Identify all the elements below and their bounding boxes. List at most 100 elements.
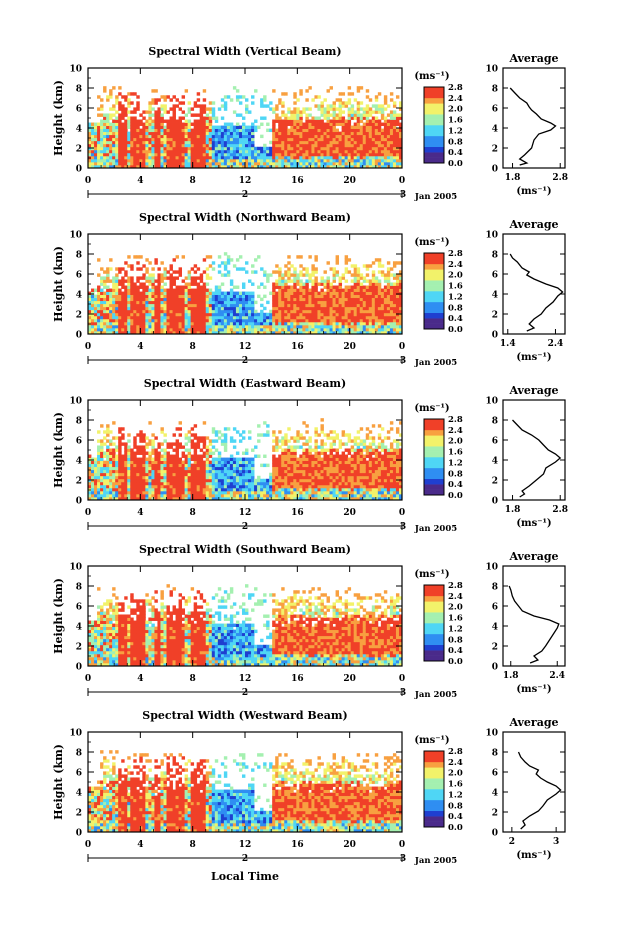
heatmap-cell [217,161,222,166]
heatmap-cell [163,282,167,286]
average-y-tick-label: 6 [492,271,498,281]
date-tick-label: 3 [400,190,406,200]
heatmap-cell [347,143,352,148]
heatmap-cell [187,110,192,114]
heatmap-cell [169,288,173,292]
heatmap-cell [320,137,324,142]
heatmap-cell [190,469,195,474]
heatmap-cell [395,315,400,320]
heatmap-cell [190,487,195,492]
heatmap-cell [238,161,243,166]
heatmap-cell [97,297,101,302]
heatmap-cell [356,101,361,105]
heatmap-cell [157,309,161,314]
colorbar-segment [424,152,444,158]
heatmap-cell [257,152,261,157]
colorbar-segment [424,312,444,319]
heatmap-cell [383,288,388,292]
heatmap-cell [175,152,179,157]
heatmap-cell [311,273,315,277]
heatmap-cell [389,155,394,160]
heatmap-cell [91,300,95,305]
heatmap-cell [241,318,246,323]
heatmap-cell [323,134,327,139]
heatmap-cell [353,300,358,305]
heatmap-cell [386,143,391,148]
heatmap-cell [166,146,170,151]
heatmap-cell [169,478,173,483]
heatmap-cell [115,445,119,449]
heatmap-cell [106,493,110,498]
heatmap-cell [148,466,152,471]
heatmap-cell [154,279,158,283]
heatmap-cell [121,116,125,120]
heatmap-cell [245,300,249,305]
heatmap-cell [359,158,364,163]
heatmap-cell [112,134,116,139]
heatmap-cell [332,267,336,271]
heatmap-cell [199,164,204,168]
heatmap-cell [175,161,179,166]
heatmap-cell [118,131,122,136]
heatmap-cell [205,327,210,332]
heatmap-cell [314,306,318,311]
heatmap-cell [109,315,113,320]
heatmap-cell [196,276,201,280]
heatmap-cell [392,330,397,334]
heatmap-cell [175,487,179,492]
heatmap-cell [169,158,173,163]
colorbar-tick-label: 1.6 [448,282,463,292]
heatmap-cell [329,312,333,317]
heatmap-cell [260,161,264,166]
heatmap-cell [281,104,285,108]
heatmap-cell [133,436,137,440]
heatmap-cell [311,164,315,168]
heatmap-cell [193,321,198,326]
heatmap-cell [257,327,261,332]
heatmap-cell [350,164,355,168]
heatmap-cell [350,297,355,302]
heatmap-cell [121,125,125,130]
colorbar-segment [424,97,444,104]
heatmap-cell [178,457,182,462]
heatmap-cell [245,164,249,168]
heatmap-cell [160,484,164,489]
heatmap-cell [380,161,385,166]
heatmap-cell [299,113,303,117]
heatmap-cell [266,276,270,280]
heatmap-cell [88,122,92,126]
heatmap-cell [91,315,95,320]
heatmap-cell [272,327,276,332]
heatmap-cell [293,161,297,166]
heatmap-cell [275,321,279,326]
heatmap-cell [181,454,186,458]
heatmap-cell [389,122,394,126]
heatmap-cell [241,128,246,133]
heatmap-cell [272,89,276,93]
heatmap-cell [130,315,134,320]
heatmap-cell [241,95,246,99]
heatmap-cell [281,131,285,136]
heatmap-cell [124,294,128,299]
heatmap-cell [275,312,279,317]
heatmap-cell [157,457,161,462]
heatmap-cell [148,481,152,486]
heatmap-cell [287,267,291,271]
heatmap-cell [109,457,113,462]
heatmap-cell [389,315,394,320]
heatmap-cell [100,496,104,500]
heatmap-cell [109,466,113,471]
heatmap-cell [386,152,391,157]
y-tick-label: 2 [76,145,82,155]
heatmap-cell [169,496,173,500]
heatmap-cell [181,143,186,148]
heatmap-cell [151,152,155,157]
heatmap-cell [254,164,258,168]
heatmap-cell [398,309,402,314]
heatmap-cell [88,312,92,317]
heatmap-cell [190,306,195,311]
heatmap-cell [175,149,179,154]
heatmap-cell [157,119,161,123]
heatmap-cell [199,478,204,483]
heatmap-cell [217,288,222,292]
